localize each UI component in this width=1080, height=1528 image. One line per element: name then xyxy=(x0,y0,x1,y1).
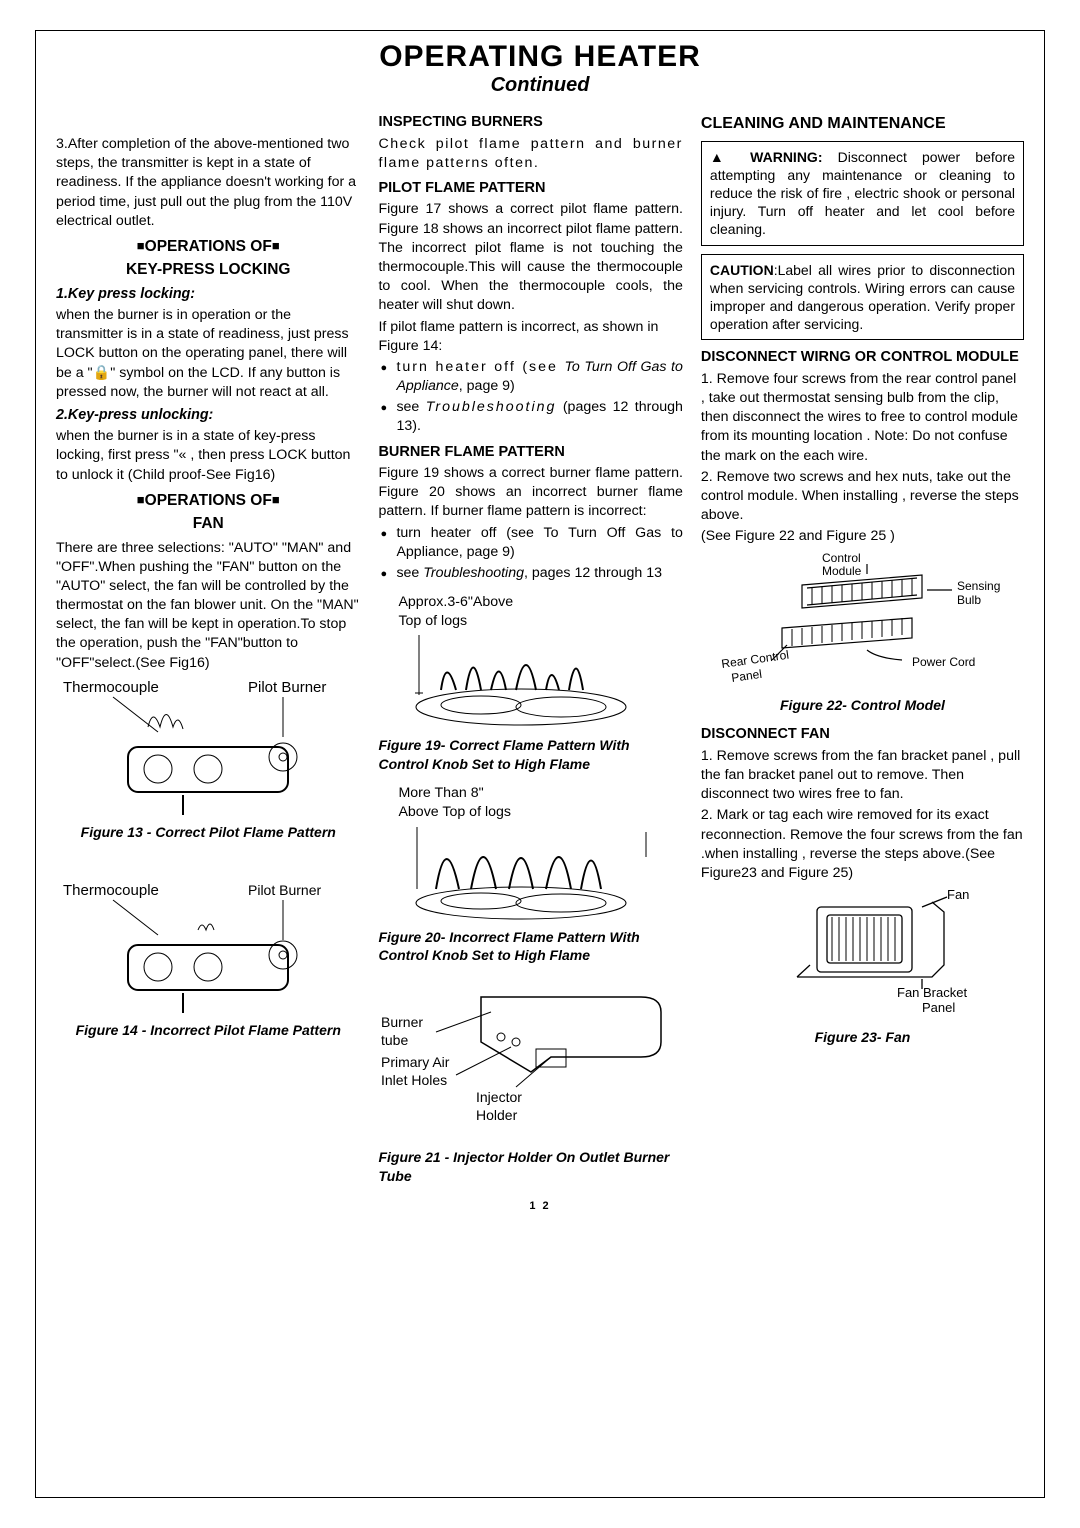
cleaning-heading: CLEANING AND MAINTENANCE xyxy=(701,113,1024,135)
figure-19-diagram xyxy=(401,635,661,730)
fig14-thermo-label: Thermocouple xyxy=(63,882,159,899)
svg-text:Injector: Injector xyxy=(476,1089,522,1105)
pilot-pattern-heading: PILOT FLAME PATTERN xyxy=(378,179,682,199)
caution-label: CAUTION xyxy=(710,262,774,278)
fig13-pilot-label: Pilot Burner xyxy=(248,679,326,696)
figure-21-caption: Figure 21 - Injector Holder On Outlet Bu… xyxy=(378,1148,682,1186)
ops-label: OPERATIONS OF xyxy=(145,238,272,255)
inspecting-heading: INSPECTING BURNERS xyxy=(378,113,682,133)
fan-heading: FAN xyxy=(56,514,360,535)
burner-bullet-2: see Troubleshooting, pages 12 through 13 xyxy=(378,564,682,583)
discfan-p1: 1. Remove screws from the fan bracket pa… xyxy=(701,747,1024,805)
disconnect-module-heading: DISCONNECT WIRNG OR CONTROL MODULE xyxy=(701,348,1024,368)
pilot-para2: If pilot flame pattern is incorrect, as … xyxy=(378,318,682,356)
kp1-heading: 1.Key press locking: xyxy=(56,285,360,304)
warning-icon: ▲ xyxy=(710,149,735,165)
figure-20-caption: Figure 20- Incorrect Flame Pattern With … xyxy=(378,928,682,966)
fig20-top-label2: Above Top of logs xyxy=(398,803,682,822)
svg-text:Holder: Holder xyxy=(476,1107,518,1123)
warning-label: WARNING: xyxy=(750,149,822,165)
column-2: INSPECTING BURNERS Check pilot flame pat… xyxy=(378,107,682,1196)
page-title: OPERATING HEATER xyxy=(40,40,1040,74)
svg-text:Bulb: Bulb xyxy=(957,593,981,607)
svg-text:Fan: Fan xyxy=(947,887,969,902)
ops-of-keypress-heading: ■OPERATIONS OF■ xyxy=(56,237,360,258)
svg-text:Panel: Panel xyxy=(731,667,763,685)
figure-22-caption: Figure 22- Control Model xyxy=(701,696,1024,715)
warning-box: ▲ WARNING: Disconnect power before attem… xyxy=(701,141,1024,246)
kp2-heading: 2.Key-press unlocking: xyxy=(56,406,360,425)
pilot-para1: Figure 17 shows a correct pilot flame pa… xyxy=(378,200,682,315)
burner-bullet-1: turn heater off (see To Turn Off Gas to … xyxy=(378,524,682,562)
fig19-top-label2: Top of logs xyxy=(398,612,682,631)
pilot-bullet-2: see Troubleshooting (pages 12 through 13… xyxy=(378,398,682,436)
discfan-p2: 2. Mark or tag each wire removed for its… xyxy=(701,806,1024,883)
svg-text:tube: tube xyxy=(381,1032,408,1048)
disconnect-fan-heading: DISCONNECT FAN xyxy=(701,725,1024,745)
page-number: 1 2 xyxy=(40,1200,1040,1212)
kp1-para: when the burner is in operation or the t… xyxy=(56,306,360,402)
keypress-heading: KEY-PRESS LOCKING xyxy=(56,260,360,281)
caution-box: CAUTION:Label all wires prior to disconn… xyxy=(701,254,1024,341)
figure-13-caption: Figure 13 - Correct Pilot Flame Pattern xyxy=(56,823,360,842)
svg-text:Primary Air: Primary Air xyxy=(381,1054,450,1070)
fig14-pilot-label: Pilot Burner xyxy=(248,882,321,898)
inspect-para: Check pilot flame pattern and burner fla… xyxy=(378,135,682,173)
column-3: CLEANING AND MAINTENANCE ▲ WARNING: Disc… xyxy=(701,107,1024,1196)
figure-19-caption: Figure 19- Correct Flame Pattern With Co… xyxy=(378,736,682,774)
ops-of-fan-heading: ■OPERATIONS OF■ xyxy=(56,491,360,512)
figure-23-diagram: Fan Fan Bracket Panel xyxy=(722,887,1002,1022)
kp2-para: when the burner is in a state of key-pre… xyxy=(56,427,360,485)
column-1: 3.After completion of the above-mentione… xyxy=(56,107,360,1196)
figure-14-caption: Figure 14 - Incorrect Pilot Flame Patter… xyxy=(56,1021,360,1040)
svg-text:Sensing: Sensing xyxy=(957,579,1000,593)
page-subtitle: Continued xyxy=(40,74,1040,97)
figure-14-diagram: Thermocouple Pilot Burner xyxy=(58,880,358,1015)
fig19-top-label: Approx.3-6"Above xyxy=(398,593,682,612)
figure-13-diagram: Thermocouple Pilot Burner xyxy=(58,677,358,817)
svg-text:Panel: Panel xyxy=(922,1000,955,1015)
fig20-top-label: More Than 8" xyxy=(398,784,682,803)
pilot-bullet-1: turn heater off (see To Turn Off Gas to … xyxy=(378,358,682,396)
figure-23-caption: Figure 23- Fan xyxy=(701,1028,1024,1047)
svg-text:Fan Bracket: Fan Bracket xyxy=(897,985,967,1000)
disc-p1: 1. Remove four screws from the rear cont… xyxy=(701,370,1024,466)
svg-text:Power Cord: Power Cord xyxy=(912,655,975,669)
burner-pattern-heading: BURNER FLAME PATTERN xyxy=(378,443,682,463)
svg-text:Control: Control xyxy=(822,551,861,565)
burner-para: Figure 19 shows a correct burner flame p… xyxy=(378,464,682,522)
svg-text:Burner: Burner xyxy=(381,1014,423,1030)
figure-20-diagram xyxy=(401,827,661,922)
disc-p2: 2. Remove two screws and hex nuts, take … xyxy=(701,468,1024,526)
step3-para: 3.After completion of the above-mentione… xyxy=(56,135,360,231)
disc-p3: (See Figure 22 and Figure 25 ) xyxy=(701,527,1024,546)
fan-para: There are three selections: "AUTO" "MAN"… xyxy=(56,539,360,673)
figure-22-diagram: Control Module Sensing Bulb Power Cord R… xyxy=(712,550,1012,690)
ops-label-2: OPERATIONS OF xyxy=(145,492,272,509)
fig13-thermo-label: Thermocouple xyxy=(63,679,159,696)
svg-text:Inlet Holes: Inlet Holes xyxy=(381,1072,447,1088)
figure-21-diagram: Burner tube Primary Air Inlet Holes Inje… xyxy=(381,987,681,1142)
svg-text:Module: Module xyxy=(822,564,862,578)
